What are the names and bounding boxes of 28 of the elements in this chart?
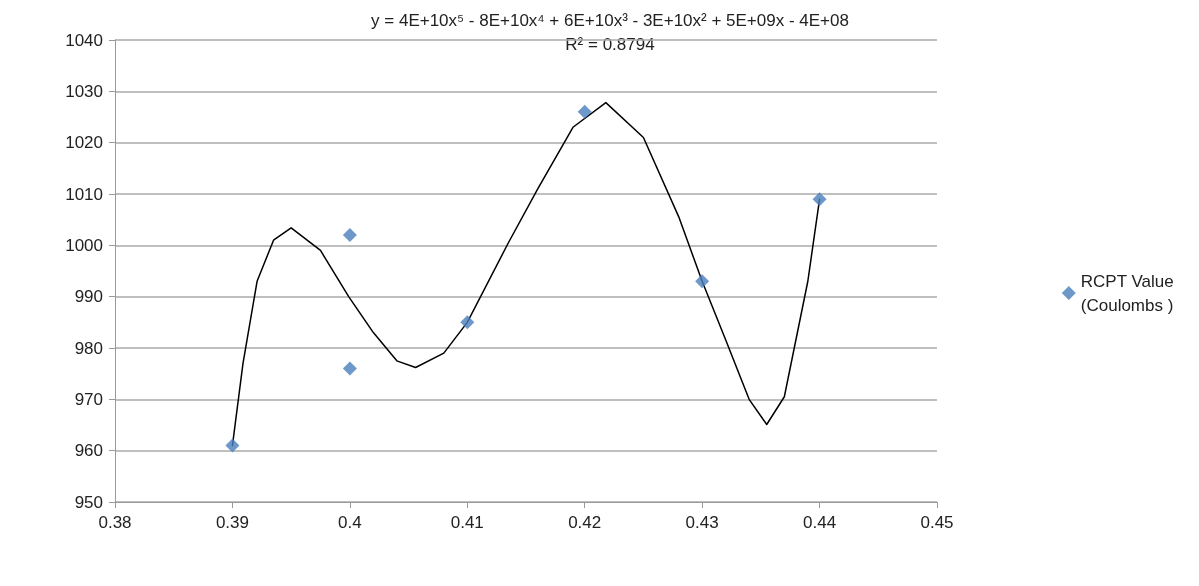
y-tick-label: 1000 [65, 235, 103, 255]
point [695, 274, 710, 289]
annotation: R² = 0.8794 [565, 35, 655, 54]
y-tick-label: 1010 [65, 184, 103, 204]
legend-label: RCPT Value (Coulombs ) [1080, 271, 1174, 315]
x-tick-label: 0.45 [920, 513, 954, 532]
y-tick-label: 970 [74, 389, 103, 409]
x-tick-label: 0.42 [568, 513, 602, 532]
x-tick-label: 0.41 [450, 513, 484, 532]
y-tick-label: 960 [74, 441, 103, 461]
y-tick-label: 1020 [65, 133, 103, 153]
point [812, 192, 827, 207]
x-tick-label: 0.39 [215, 513, 249, 532]
text: y = 4E+10x⁵ - 8E+10x⁴ + 6E+10x³ - 3E+10x² + 5E+09x - 4E+08 [371, 11, 849, 30]
point [225, 438, 240, 453]
x-tick-label: 0.38 [98, 513, 132, 532]
y-tick-label: 1030 [65, 81, 103, 101]
x-tick-label: 0.4 [338, 513, 362, 532]
y-tick-label: 980 [74, 338, 103, 358]
point [460, 315, 475, 330]
x-tick-label: 0.43 [685, 513, 719, 532]
point [577, 104, 592, 119]
y-tick-label: 950 [74, 492, 103, 512]
y-tick-label: 1040 [65, 30, 103, 50]
x-tick-label: 0.44 [803, 513, 837, 532]
point [342, 361, 357, 376]
y-tick-label: 990 [74, 287, 103, 307]
point [342, 228, 357, 243]
